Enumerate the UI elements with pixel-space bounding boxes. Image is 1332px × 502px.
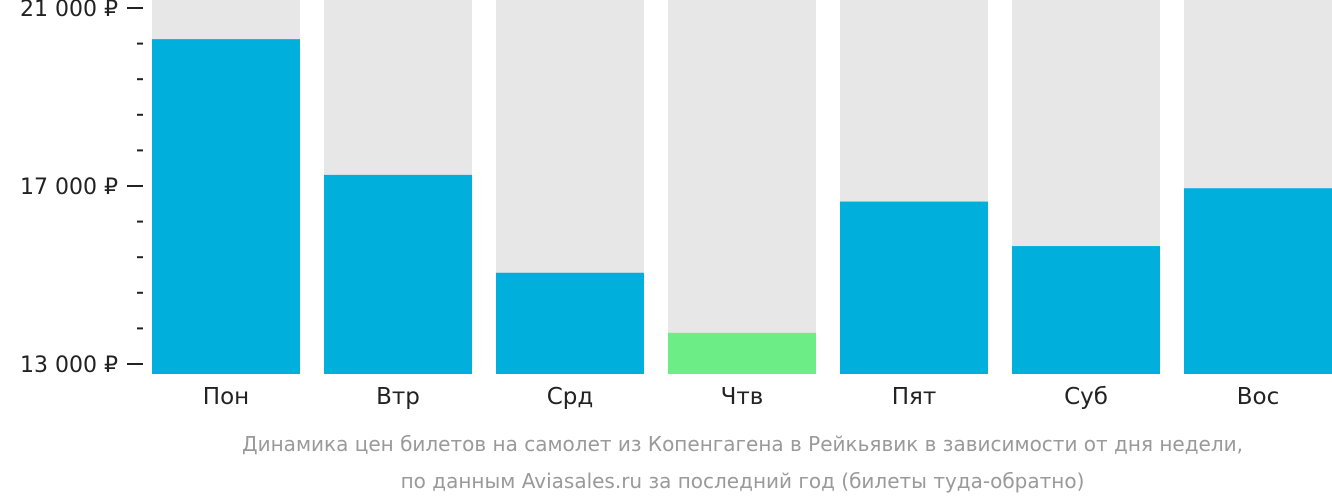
bar (1012, 246, 1160, 374)
bar (152, 39, 300, 375)
chart-caption-line-2: по данным Aviasales.ru за последний год … (400, 469, 1085, 493)
bar (496, 272, 644, 374)
bar (324, 174, 472, 374)
x-tick-label: Суб (1064, 384, 1108, 410)
bars (152, 0, 1332, 375)
x-tick-label: Чтв (721, 384, 764, 410)
bar (668, 332, 816, 374)
x-tick-label: Вос (1237, 384, 1280, 410)
y-tick-label: 17 000 ₽ (20, 175, 118, 200)
x-tick-label: Втр (376, 384, 420, 410)
y-tick-label: 21 000 ₽ (20, 0, 118, 22)
x-tick-label: Пон (203, 384, 249, 410)
x-axis-labels: Пон Втр Срд Чтв Пят Суб Вос (203, 384, 1279, 410)
chart-caption-line-1: Динамика цен билетов на самолет из Копен… (241, 432, 1243, 456)
bar (840, 201, 988, 374)
x-tick-label: Срд (547, 384, 594, 410)
x-tick-label: Пят (892, 384, 937, 410)
y-tick-label: 13 000 ₽ (20, 353, 118, 378)
bar-track (668, 0, 816, 374)
bar (1184, 188, 1332, 374)
y-axis: 21 000 ₽ 17 000 ₽ 13 000 ₽ (20, 0, 143, 378)
